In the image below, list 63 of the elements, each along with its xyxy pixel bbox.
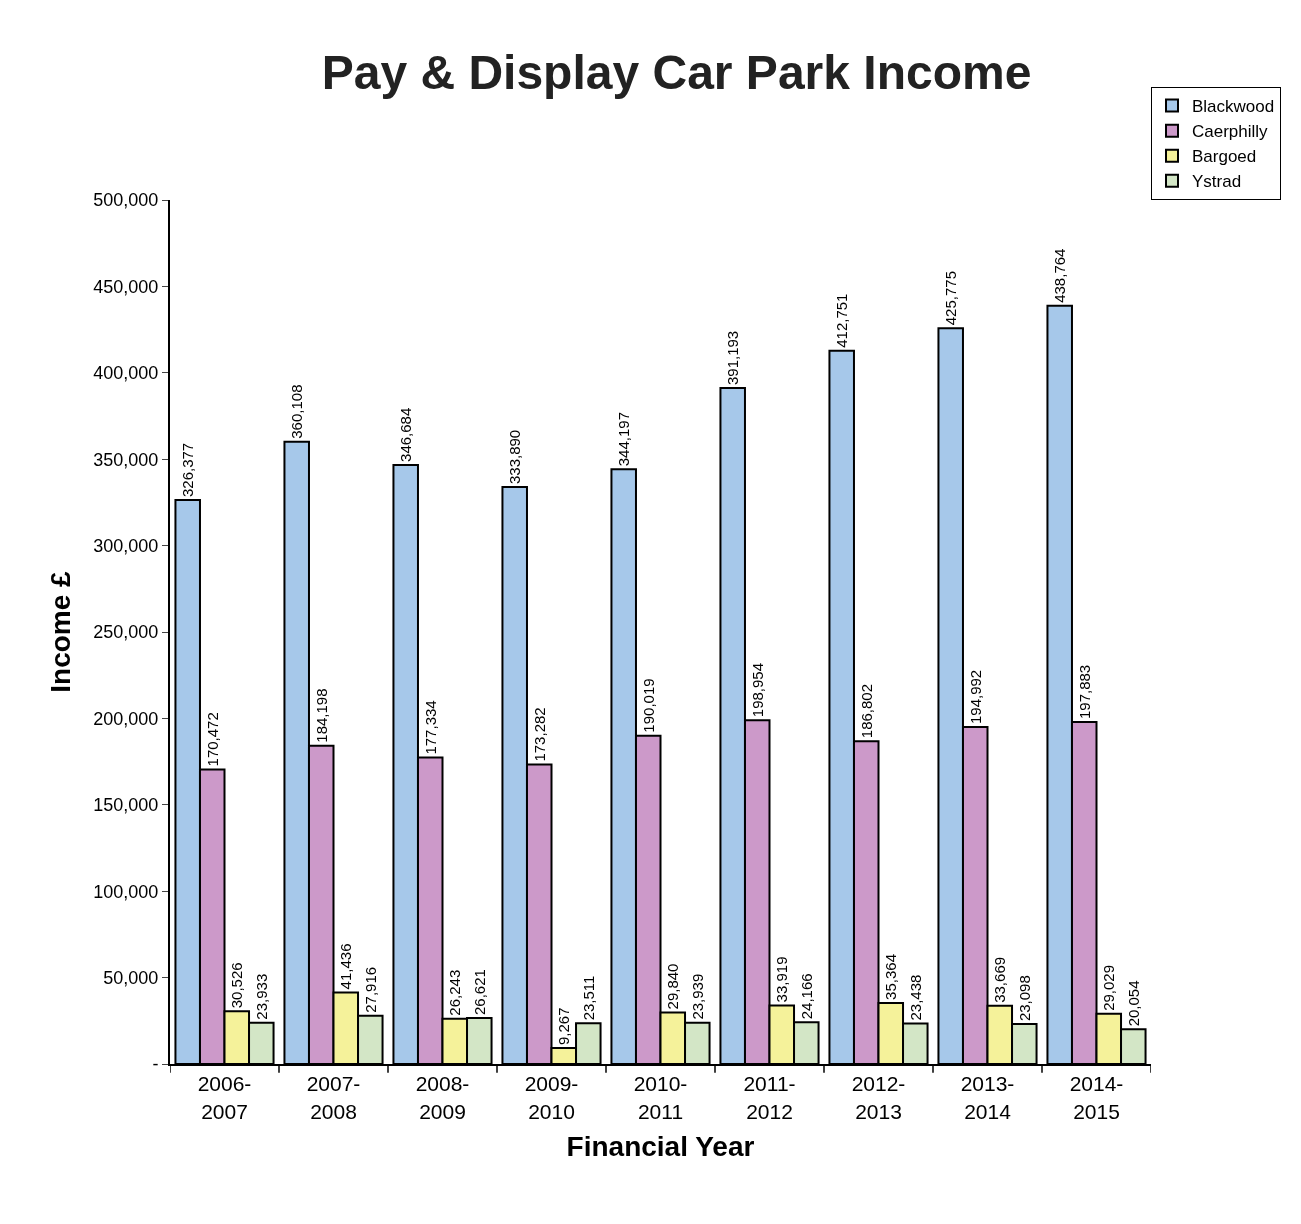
data-label: 425,775 bbox=[942, 271, 960, 326]
y-tick-label: 500,000 bbox=[93, 190, 159, 211]
data-label: 41,436 bbox=[337, 943, 355, 990]
data-label: 412,751 bbox=[833, 293, 851, 348]
legend-label: Ystrad bbox=[1192, 172, 1242, 192]
data-label: 26,243 bbox=[446, 969, 464, 1016]
legend-label: Caerphilly bbox=[1192, 122, 1269, 142]
data-label: 173,282 bbox=[530, 707, 548, 762]
x-tick-label: 2007-2008 bbox=[306, 1072, 361, 1123]
y-tick-label: 250,000 bbox=[93, 622, 159, 643]
data-label: 29,029 bbox=[1100, 964, 1118, 1011]
data-label: 23,939 bbox=[688, 973, 706, 1020]
data-label: 391,193 bbox=[724, 330, 742, 386]
legend-label: Blackwood bbox=[1192, 97, 1275, 117]
data-label: 33,669 bbox=[991, 956, 1009, 1003]
y-tick-label: 450,000 bbox=[93, 276, 159, 297]
x-tick-label: 2012-2013 bbox=[851, 1072, 906, 1123]
data-label: 170,472 bbox=[203, 712, 221, 767]
data-label: 344,197 bbox=[615, 412, 633, 467]
data-label: 20,054 bbox=[1124, 980, 1142, 1027]
data-label: 30,526 bbox=[228, 962, 246, 1009]
data-label: 23,511 bbox=[579, 975, 597, 1021]
y-tick-label: 350,000 bbox=[93, 449, 159, 470]
data-label: 438,764 bbox=[1051, 248, 1069, 303]
data-label: 186,802 bbox=[857, 683, 875, 739]
data-label: 26,621 bbox=[470, 969, 488, 1015]
x-tick-label: 2008-2009 bbox=[415, 1072, 470, 1123]
y-tick-label: - bbox=[152, 1054, 159, 1075]
x-axis-title: Financial Year bbox=[566, 1131, 755, 1163]
data-label: 326,377 bbox=[179, 442, 197, 498]
data-label: 197,883 bbox=[1075, 664, 1093, 720]
data-label: 9,267 bbox=[555, 1007, 573, 1045]
y-tick-label: 50,000 bbox=[103, 967, 159, 988]
x-tick-label: 2013-2014 bbox=[960, 1072, 1015, 1123]
data-label: 333,890 bbox=[506, 429, 524, 485]
data-label: 190,019 bbox=[639, 678, 657, 733]
data-label: 177,334 bbox=[421, 700, 439, 755]
data-label: 23,438 bbox=[906, 974, 924, 1021]
data-label: 346,684 bbox=[397, 407, 415, 462]
y-tick-label: 400,000 bbox=[93, 363, 159, 384]
x-tick-label: 2006-2007 bbox=[197, 1072, 252, 1123]
y-tick-label: 300,000 bbox=[93, 535, 159, 556]
data-label: 184,198 bbox=[312, 688, 330, 743]
data-label: 194,992 bbox=[966, 669, 984, 725]
y-tick-label: 200,000 bbox=[93, 708, 159, 729]
data-label: 360,108 bbox=[288, 384, 306, 439]
data-label: 33,919 bbox=[773, 956, 791, 1003]
data-label: 35,364 bbox=[882, 954, 900, 1000]
data-label: 24,166 bbox=[797, 973, 815, 1020]
y-tick-label: 150,000 bbox=[93, 795, 159, 816]
data-label: 198,954 bbox=[748, 662, 766, 718]
data-label: 23,098 bbox=[1015, 975, 1033, 1022]
data-label: 27,916 bbox=[361, 966, 379, 1013]
y-tick-label: 100,000 bbox=[93, 881, 159, 902]
data-label: 29,840 bbox=[664, 963, 682, 1010]
x-tick-label: 2014-2015 bbox=[1069, 1072, 1124, 1123]
x-tick-label: 2011-2012 bbox=[743, 1072, 796, 1123]
chart-title: Pay & Display Car Park Income bbox=[321, 45, 1032, 99]
legend-label: Bargoed bbox=[1192, 147, 1257, 167]
y-axis-title: Income £ bbox=[44, 570, 76, 693]
data-label: 23,933 bbox=[252, 973, 270, 1020]
x-tick-label: 2009-2010 bbox=[524, 1072, 579, 1123]
x-tick-label: 2010-2011 bbox=[633, 1072, 688, 1123]
